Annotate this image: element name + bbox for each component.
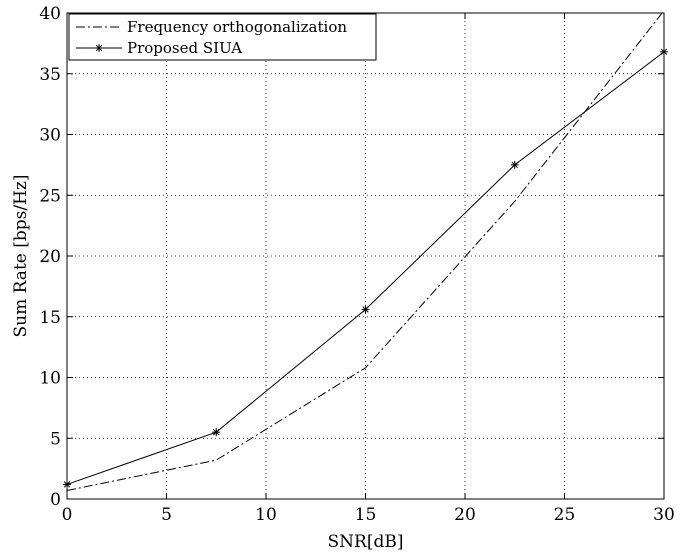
x-tick-label-30: 30	[653, 505, 675, 525]
tick-labels: 0 5 10 15 20 25 30 0 5 10 15 20 25 30 35 40	[39, 4, 674, 525]
y-tick-label-10: 10	[39, 369, 61, 389]
y-tick-label-5: 5	[50, 429, 61, 449]
y-tick-label-0: 0	[50, 490, 61, 510]
y-axis-label: Sum Rate [bps/Hz]	[11, 174, 31, 337]
y-tick-label-30: 30	[39, 126, 61, 146]
x-tick-label-20: 20	[454, 505, 476, 525]
x-tick-label-5: 5	[161, 505, 172, 525]
y-tick-label-20: 20	[39, 247, 61, 267]
series-line-frequency-orthogonalization	[66, 10, 665, 491]
grid-lines	[67, 13, 664, 499]
legend-box	[68, 13, 377, 61]
legend-asterisk	[95, 44, 103, 52]
series-group	[63, 10, 668, 491]
y-tick-label-35: 35	[39, 65, 61, 85]
data-point-proposed-siua-2	[361, 305, 370, 314]
legend-label-proposed-siua: Proposed SIUA	[127, 39, 242, 57]
y-tick-label-25: 25	[39, 186, 61, 206]
series-line-proposed-siua	[66, 51, 665, 485]
x-tick-label-25: 25	[554, 505, 576, 525]
x-tick-label-10: 10	[255, 505, 277, 525]
legend: Frequency orthogonalization Proposed SIU…	[68, 13, 377, 61]
x-tick-label-15: 15	[355, 505, 377, 525]
y-tick-label-40: 40	[39, 4, 61, 24]
data-point-proposed-siua-1	[212, 428, 221, 437]
x-axis-label: SNR[dB]	[328, 532, 404, 552]
legend-marker-proposed-siua	[95, 44, 103, 52]
x-tick-label-0: 0	[62, 505, 73, 525]
legend-label-frequency-orthogonalization: Frequency orthogonalization	[127, 18, 347, 36]
y-tick-label-15: 15	[39, 308, 61, 328]
data-point-proposed-siua-3	[510, 160, 519, 169]
